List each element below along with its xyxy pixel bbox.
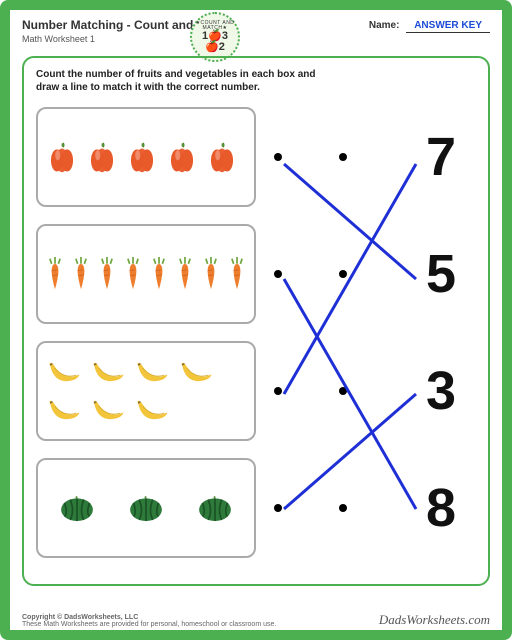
right-dot: [339, 153, 347, 161]
instructions: Count the number of fruits and vegetable…: [36, 68, 336, 94]
name-label: Name:: [369, 20, 400, 31]
number-option: 8: [416, 477, 466, 539]
carrot-icon: [122, 256, 144, 292]
logo-badge: ★COUNT AND MATCH★ 1🍎3🍎2: [190, 12, 240, 62]
carrot-icon: [226, 256, 248, 292]
right-dot: [339, 270, 347, 278]
carrot-icon: [148, 256, 170, 292]
banana-icon: [132, 392, 172, 428]
footer-left: Copyright © DadsWorksheets, LLC These Ma…: [22, 614, 276, 628]
pepper-icon: [44, 139, 80, 175]
watermelon-icon: [116, 478, 176, 538]
number-option: 5: [416, 243, 466, 305]
footer-site: DadsWorksheets.com: [379, 612, 490, 628]
footer: Copyright © DadsWorksheets, LLC These Ma…: [22, 612, 490, 628]
logo-numbers: 1🍎3🍎2: [192, 31, 238, 53]
banana-icon: [44, 392, 84, 428]
watermelon-icon: [47, 478, 107, 538]
header: Number Matching - Count and Match Math W…: [10, 10, 502, 48]
match-row: 7: [36, 104, 476, 209]
watermelon-icon: [185, 478, 245, 538]
carrot-icon: [70, 256, 92, 292]
number-option: 3: [416, 360, 466, 422]
banana-box: [36, 341, 256, 441]
copyright: Copyright © DadsWorksheets, LLC: [22, 614, 276, 621]
banana-icon: [44, 354, 84, 390]
match-row: 5: [36, 221, 476, 326]
match-row: 3: [36, 338, 476, 443]
content-frame: Count the number of fruits and vegetable…: [22, 56, 490, 586]
pepper-icon: [164, 139, 200, 175]
pepper-icon: [204, 139, 240, 175]
left-dot: [274, 504, 282, 512]
banana-icon: [176, 354, 216, 390]
right-dot: [339, 387, 347, 395]
banana-icon: [132, 354, 172, 390]
number-option: 7: [416, 126, 466, 188]
name-field: Name: ANSWER KEY: [369, 20, 490, 31]
worksheet-page: Number Matching - Count and Match Math W…: [0, 0, 512, 640]
carrot-icon: [200, 256, 222, 292]
pepper-icon: [84, 139, 120, 175]
carrot-icon: [96, 256, 118, 292]
carrot-box: [36, 224, 256, 324]
carrot-icon: [174, 256, 196, 292]
name-value: ANSWER KEY: [406, 20, 490, 33]
left-dot: [274, 270, 282, 278]
matching-area: 7 5 3 8: [36, 104, 476, 574]
pepper-box: [36, 107, 256, 207]
footer-note: These Math Worksheets are provided for p…: [22, 621, 276, 628]
left-dot: [274, 387, 282, 395]
carrot-icon: [44, 256, 66, 292]
pepper-icon: [124, 139, 160, 175]
right-dot: [339, 504, 347, 512]
left-dot: [274, 153, 282, 161]
banana-icon: [88, 392, 128, 428]
match-row: 8: [36, 455, 476, 560]
subtitle: Math Worksheet 1: [22, 34, 490, 44]
watermelon-box: [36, 458, 256, 558]
banana-icon: [88, 354, 128, 390]
